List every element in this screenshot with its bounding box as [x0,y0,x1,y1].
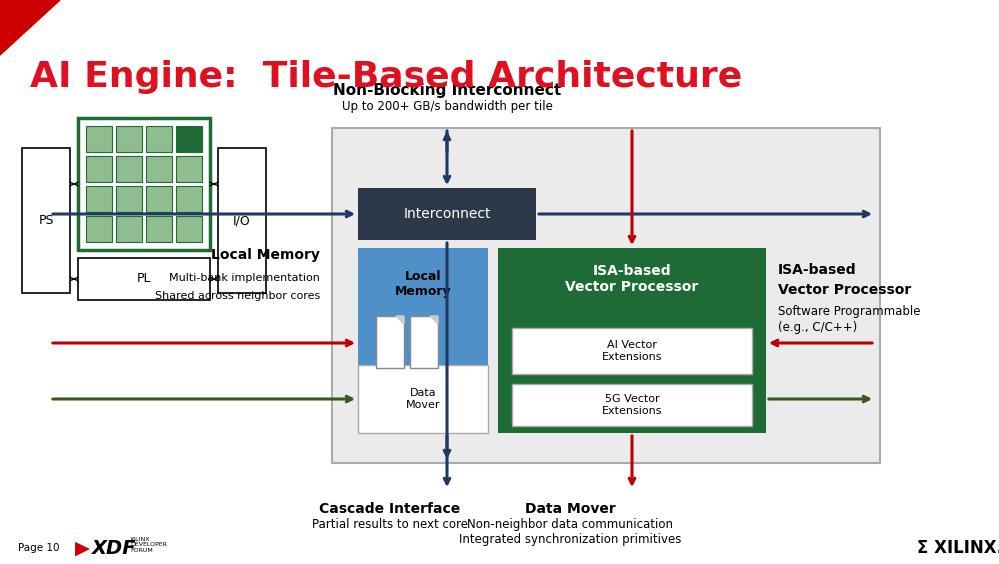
Bar [358,188,536,240]
Bar [116,156,142,182]
Polygon shape [430,316,438,324]
Bar [176,216,202,242]
Text: ▶: ▶ [75,539,90,557]
Bar [376,316,404,368]
Text: PS: PS [38,214,54,227]
Text: Partial results to next core: Partial results to next core [312,518,468,531]
Bar [86,216,112,242]
Bar [358,365,488,433]
Bar [78,118,210,250]
Bar [86,186,112,212]
Text: Non-Blocking Interconnect: Non-Blocking Interconnect [333,83,561,98]
Bar [410,316,438,368]
Bar [146,186,172,212]
Text: Cascade Interface: Cascade Interface [320,502,461,516]
Text: 5G Vector
Extensions: 5G Vector Extensions [601,394,662,416]
Text: PL: PL [137,272,151,285]
Text: AI Vector
Extensions: AI Vector Extensions [601,340,662,362]
Bar [176,126,202,152]
Bar [332,128,880,463]
Bar [146,216,172,242]
Bar [22,148,70,293]
Bar [86,126,112,152]
Bar [116,126,142,152]
Bar [218,148,266,293]
Bar [78,258,210,300]
Text: Σ XILINX.: Σ XILINX. [917,539,999,557]
Text: XDF: XDF [92,539,137,557]
Text: Multi-bank implementation: Multi-bank implementation [169,273,320,283]
Bar [176,186,202,212]
Polygon shape [396,316,404,324]
Bar [512,328,752,374]
Text: Data Mover: Data Mover [524,502,615,516]
Text: Data
Mover: Data Mover [406,388,441,410]
Text: Software Programmable: Software Programmable [778,306,920,319]
Bar [116,186,142,212]
Text: Shared across neighbor cores: Shared across neighbor cores [155,291,320,301]
Bar [358,248,488,433]
Text: Non-neighbor data communication: Non-neighbor data communication [467,518,673,531]
Text: Vector Processor: Vector Processor [778,283,911,297]
Bar [512,384,752,426]
Text: AI Engine:  Tile-Based Architecture: AI Engine: Tile-Based Architecture [30,60,742,94]
Bar [86,156,112,182]
Text: Page 10: Page 10 [18,543,60,553]
Bar [116,216,142,242]
Text: Interconnect: Interconnect [404,207,491,221]
Text: Local Memory: Local Memory [211,248,320,262]
Text: ISA-based: ISA-based [778,263,856,277]
Text: (e.g., C/C++): (e.g., C/C++) [778,321,857,334]
Bar [146,126,172,152]
Text: ISA-based
Vector Processor: ISA-based Vector Processor [565,264,698,294]
Bar [498,248,766,433]
Text: I/O: I/O [233,214,251,227]
Bar [176,156,202,182]
Text: Integrated synchronization primitives: Integrated synchronization primitives [459,533,681,546]
Text: XILINX
DEVELOPER
FORUM: XILINX DEVELOPER FORUM [130,537,167,553]
Text: Up to 200+ GB/s bandwidth per tile: Up to 200+ GB/s bandwidth per tile [342,100,552,113]
Bar [146,156,172,182]
Text: Local
Memory: Local Memory [395,270,452,298]
Polygon shape [0,0,60,55]
